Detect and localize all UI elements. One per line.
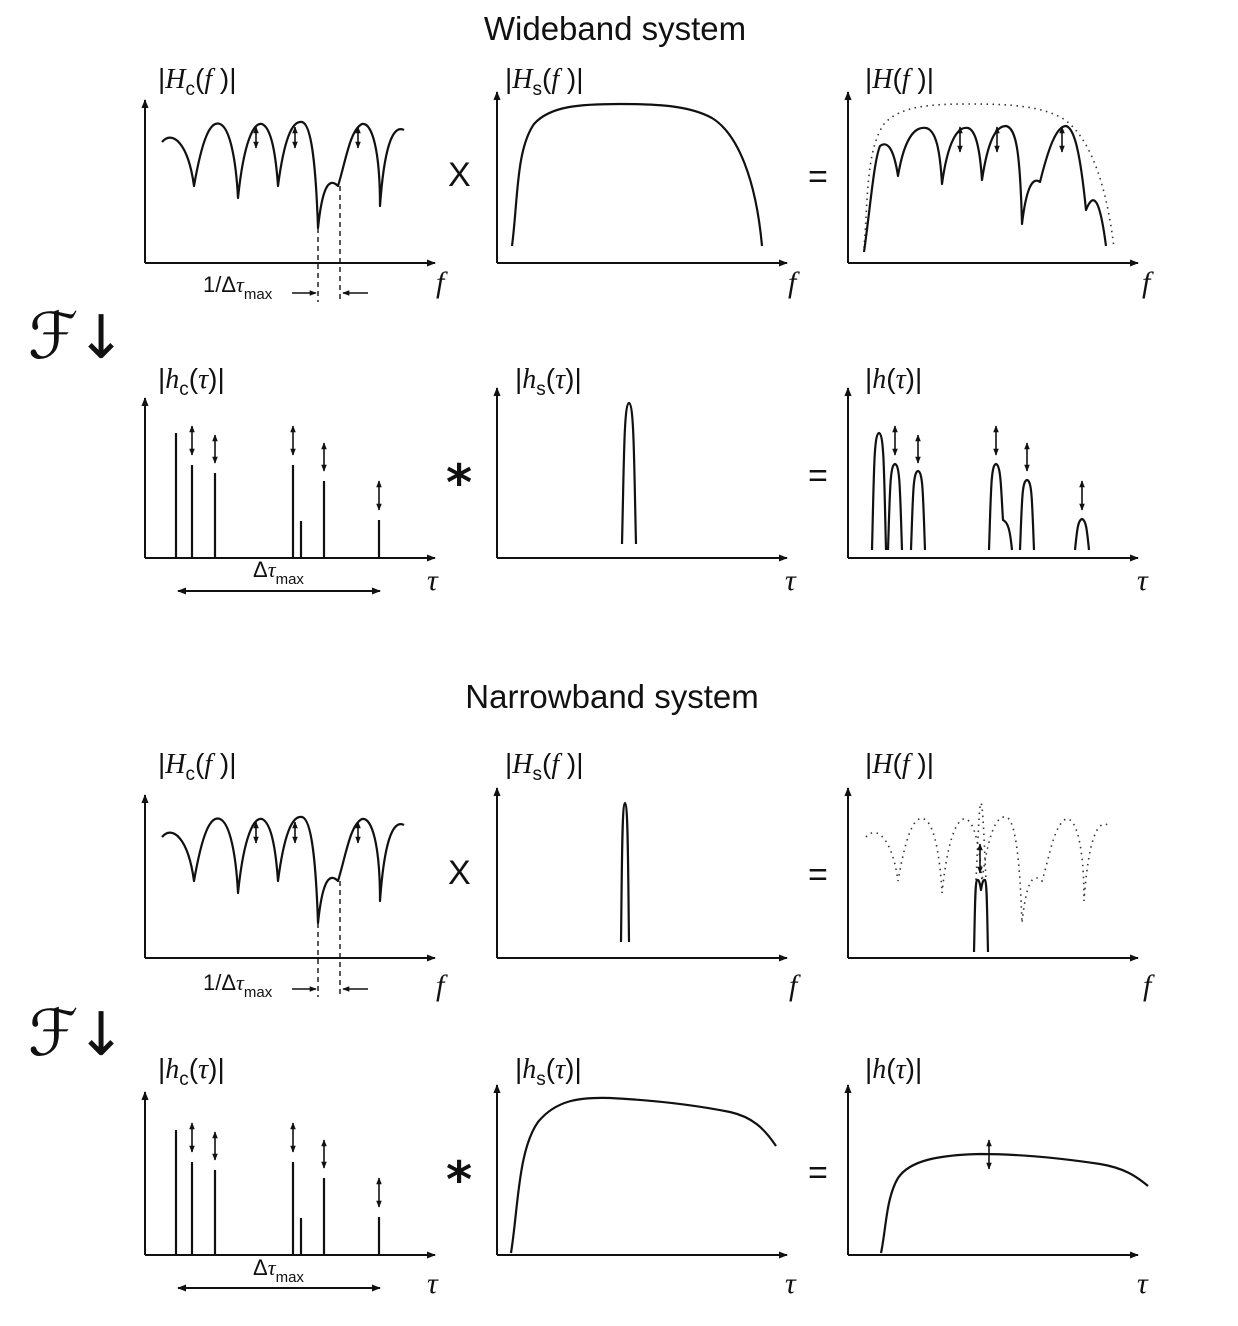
wb-channel-freq-panel: |Hc(f )| f 1/Δτmax xyxy=(141,63,448,303)
nb-hst-label: |hs(τ)| xyxy=(515,1053,582,1090)
nb-hsf-axis-label: f xyxy=(789,969,801,1002)
nb-equals-time: = xyxy=(808,1154,828,1192)
narrowband-section: Narrowband system ℱ ↓ |Hc(f )| f 1/Δτmax… xyxy=(28,678,1155,1300)
wb-result-freq-panel: |H(f )| f xyxy=(844,63,1154,299)
down-arrow-icon: ↓ xyxy=(76,303,126,373)
wb-hcf-axis-label: f xyxy=(436,266,448,299)
nb-hcf-axis-label: f xyxy=(436,969,448,1002)
nb-hsf-pulse xyxy=(619,801,631,943)
wb-delay-spread-label: Δτmax xyxy=(253,557,304,588)
wb-ht-label: |h(τ)| xyxy=(865,363,922,395)
wb-hst-axis-label: τ xyxy=(785,564,797,597)
nb-hst-curve xyxy=(509,1096,777,1254)
wb-hf-axis-label: f xyxy=(1142,266,1154,299)
wb-ht-axis-label: τ xyxy=(1137,564,1149,597)
fourier-transform-symbol: ℱ xyxy=(28,997,78,1071)
wb-hct-label: |hc(τ)| xyxy=(158,363,225,400)
wb-hct-axis-label: τ xyxy=(427,564,439,597)
nb-channel-freq-panel: |Hc(f )| f 1/Δτmax xyxy=(141,748,448,1002)
nb-equals-freq: = xyxy=(808,856,828,894)
wb-coherence-bw-label: 1/Δτmax xyxy=(203,272,273,303)
nb-hct-axis-label: τ xyxy=(427,1267,439,1300)
nb-hcf-label: |Hc(f )| xyxy=(158,748,237,785)
wb-hcf-label: |Hc(f )| xyxy=(158,63,237,100)
wb-ht-amplitude-arrows xyxy=(892,425,1085,511)
narrowband-title: Narrowband system xyxy=(465,678,758,715)
wideband-section: Wideband system ℱ ↓ |Hc(f )| f 1/Δτmax X xyxy=(28,10,1154,597)
nb-ht-curve xyxy=(879,1152,1149,1254)
nb-ht-label: |h(τ)| xyxy=(865,1053,922,1085)
nb-ht-axis-label: τ xyxy=(1137,1267,1149,1300)
nb-system-freq-panel: |Hs(f )| f xyxy=(493,748,801,1002)
wb-hf-label: |H(f )| xyxy=(865,63,934,95)
wb-hsf-label: |Hs(f )| xyxy=(505,63,584,100)
wb-hst-pulse xyxy=(620,401,638,545)
nb-hst-axis-label: τ xyxy=(785,1267,797,1300)
wb-ht-pulses xyxy=(870,431,1091,551)
wb-hct-impulses xyxy=(174,433,381,558)
nb-delay-spread-label: Δτmax xyxy=(253,1255,304,1286)
nb-hf-curve xyxy=(972,878,990,953)
nb-system-time-panel: |hs(τ)| τ xyxy=(493,1053,797,1300)
nb-hct-amplitude-arrows xyxy=(189,1122,382,1208)
nb-hf-label: |H(f )| xyxy=(865,748,934,780)
nb-hcf-amplitude-arrows xyxy=(253,821,361,844)
nb-multiply-operator: X xyxy=(448,854,471,892)
wb-hf-curve xyxy=(862,124,1108,253)
wb-channel-time-panel: |hc(τ)| τ Δτmax xyxy=(141,363,439,597)
wb-system-freq-panel: |Hs(f )| f xyxy=(493,63,800,299)
wb-equals-freq: = xyxy=(808,158,828,196)
nb-hf-axis-label: f xyxy=(1143,969,1155,1002)
nb-convolution-operator: * xyxy=(446,1151,472,1209)
nb-coherence-bw-label: 1/Δτmax xyxy=(203,970,273,1001)
wb-hct-amplitude-arrows xyxy=(189,425,382,511)
wb-hcf-curve xyxy=(161,120,405,230)
wb-hst-label: |hs(τ)| xyxy=(515,363,582,400)
nb-hf-system-envelope xyxy=(975,801,987,881)
wb-hcf-amplitude-arrows xyxy=(253,126,361,149)
nb-hf-channel-envelope xyxy=(865,816,1109,924)
fourier-transform-symbol: ℱ xyxy=(28,300,78,374)
wb-hf-envelope xyxy=(863,103,1115,249)
nb-hct-label: |hc(τ)| xyxy=(158,1053,225,1090)
nb-hct-impulses xyxy=(174,1130,381,1255)
nb-result-time-panel: |h(τ)| τ xyxy=(844,1053,1149,1300)
wb-multiply-operator: X xyxy=(448,156,471,194)
wb-system-time-panel: |hs(τ)| τ xyxy=(493,363,797,597)
wb-hsf-curve xyxy=(510,102,764,247)
wb-equals-time: = xyxy=(808,457,828,495)
wb-hsf-axis-label: f xyxy=(788,266,800,299)
nb-channel-time-panel: |hc(τ)| τ Δτmax xyxy=(141,1053,439,1300)
wb-result-time-panel: |h(τ)| τ xyxy=(844,363,1149,597)
nb-result-freq-panel: |H(f )| f xyxy=(844,748,1155,1002)
wb-hf-amplitude-arrows xyxy=(957,126,1065,153)
down-arrow-icon: ↓ xyxy=(76,1000,126,1070)
wideband-title: Wideband system xyxy=(484,10,746,47)
wb-convolution-operator: * xyxy=(446,454,472,512)
nb-hcf-curve xyxy=(161,815,405,925)
nb-hsf-label: |Hs(f )| xyxy=(505,748,584,785)
